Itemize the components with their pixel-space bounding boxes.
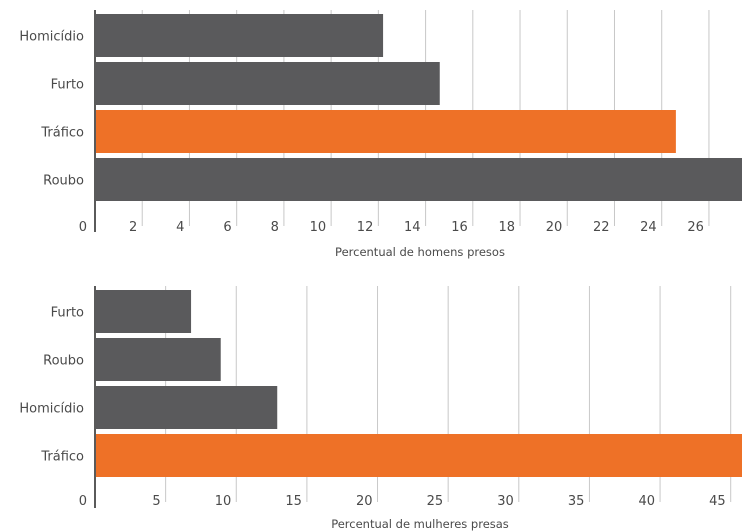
x-tick-label: 26 [687,220,704,235]
x-tick-label: 30 [497,494,514,509]
bar-1-1 [95,338,221,381]
x-tick-label: 20 [356,494,373,509]
x-tick-label: 0 [79,494,87,509]
category-label: Homicídio [19,402,84,417]
x-tick-label: 24 [640,220,657,235]
category-label: Furto [51,78,84,93]
category-label: Roubo [43,174,84,189]
x-axis-title: Percentual de mulheres presas [331,517,509,531]
x-tick-label: 25 [427,494,444,509]
bar-0-0 [95,14,383,57]
x-tick-label: 10 [310,220,327,235]
x-tick-label: 22 [593,220,610,235]
x-tick-label: 2 [129,220,137,235]
x-tick-label: 12 [357,220,374,235]
x-tick-label: 14 [404,220,421,235]
bar-0-2 [95,110,676,153]
bar-1-3 [95,434,742,477]
category-label: Tráfico [40,450,84,465]
bar-0-3 [95,158,742,201]
x-tick-label: 18 [498,220,515,235]
x-tick-label: 8 [271,220,279,235]
category-label: Roubo [43,354,84,369]
category-label: Furto [51,306,84,321]
x-tick-label: 6 [223,220,231,235]
bar-1-0 [95,290,191,333]
x-tick-label: 10 [215,494,232,509]
x-tick-label: 4 [176,220,184,235]
bar-1-2 [95,386,277,429]
x-axis-title: Percentual de homens presos [335,245,505,259]
x-tick-label: 45 [709,494,726,509]
bar-0-1 [95,62,440,105]
x-tick-label: 5 [152,494,160,509]
x-tick-label: 20 [546,220,563,235]
x-tick-label: 0 [79,220,87,235]
category-label: Tráfico [40,126,84,141]
x-tick-label: 16 [451,220,468,235]
x-tick-label: 40 [639,494,656,509]
x-tick-label: 35 [568,494,585,509]
x-tick-label: 15 [285,494,302,509]
category-label: Homicídio [19,30,84,45]
